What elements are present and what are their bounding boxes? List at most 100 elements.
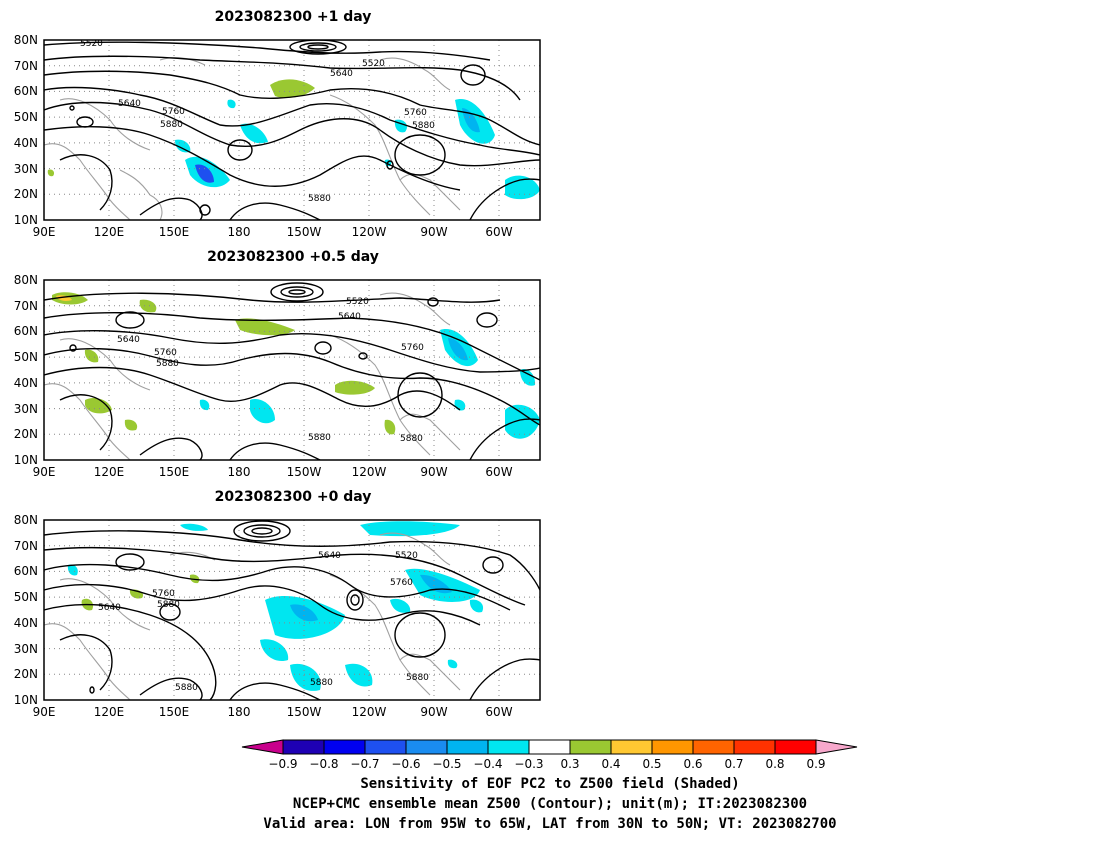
map-frame [43,519,541,701]
lat-tick: 10N [14,453,38,467]
colorbar-tick: −0.9 [268,757,297,771]
lon-tick: 150W [287,465,322,479]
colorbar-segment [774,739,817,755]
lat-tick: 40N [14,376,38,390]
lon-tick: 90W [420,705,447,719]
lon-tick: 180 [228,225,251,239]
lon-tick: 150E [159,465,190,479]
map-field: 5520 5640 5640 5760 5880 5760 5880 5880 [44,280,540,460]
contour-label: 5880 [175,683,198,693]
lat-tick: 10N [14,213,38,227]
lon-tick: 120W [352,465,387,479]
colorbar-segment [364,739,407,755]
colorbar-tick: 0.5 [642,757,661,771]
lat-tick: 80N [14,33,38,47]
contour-label: 5760 [401,343,424,353]
contour-label: 5880 [160,120,183,130]
lon-tick: 90E [33,465,56,479]
colorbar-tick: 0.9 [806,757,825,771]
lon-tick: 90W [420,465,447,479]
lon-tick: 60W [485,225,512,239]
contour-label: 5880 [157,600,180,610]
contour-label: 5640 [98,603,121,613]
lon-tick: 150E [159,705,190,719]
lat-tick: 60N [14,324,38,338]
lon-axis: 90E 120E 150E 180 150W 120W 90W 60W [33,225,513,239]
colorbar-high-triangle [815,739,858,755]
lat-tick: 50N [14,110,38,124]
map-panel-plus-0.5-day: 2023082300 +0.5 day [14,249,541,479]
contour-label: 5520 [80,39,103,49]
contour-label: 5880 [406,673,429,683]
contour-label: 5760 [404,108,427,118]
lon-tick: 150W [287,705,322,719]
colorbar-tick: 0.6 [683,757,702,771]
colorbar-segment [610,739,653,755]
lon-tick: 180 [228,705,251,719]
lon-tick: 120E [94,225,125,239]
contour-label: 5760 [162,107,185,117]
colorbar-tick: −0.5 [432,757,461,771]
colorbar-tick: −0.4 [473,757,502,771]
contour-labels: 5520 5640 5520 5640 5760 5880 5760 5880 … [80,39,435,204]
contour-label: 5640 [117,335,140,345]
graticule [44,280,540,460]
colorbar-tick: −0.8 [309,757,338,771]
contour-label: 5760 [390,578,413,588]
colorbar-segment [446,739,489,755]
colorbar-segment [733,739,776,755]
lat-tick: 40N [14,136,38,150]
map-frame [43,279,541,461]
lon-tick: 90W [420,225,447,239]
colorbar-tick: 0.7 [724,757,743,771]
colorbar-segment [487,739,530,755]
z500-contours [44,282,540,460]
lon-tick: 60W [485,465,512,479]
sensitivity-shading [52,292,540,439]
contour-label: 5520 [395,551,418,561]
lon-tick: 120W [352,225,387,239]
lon-tick: 150E [159,225,190,239]
lat-tick: 60N [14,84,38,98]
contour-label: 5880 [308,194,331,204]
colorbar-segment [651,739,694,755]
contour-labels: 5640 5520 5760 5640 5760 5880 5880 5880 … [98,551,429,693]
lat-axis: 80N 70N 60N 50N 40N 30N 20N 10N [14,33,38,227]
contour-label: 5640 [338,312,361,322]
contour-label: 5760 [152,589,175,599]
lon-axis: 90E 120E 150E 180 150W 120W 90W 60W [33,705,513,719]
colorbar-tick: −0.6 [391,757,420,771]
lon-tick: 120E [94,465,125,479]
contour-label: 5760 [154,348,177,358]
contour-label: 5880 [308,433,331,443]
coastlines [44,292,461,460]
lon-tick: 90E [33,225,56,239]
contour-label: 5520 [346,297,369,307]
lat-tick: 80N [14,273,38,287]
lat-tick: 20N [14,187,38,201]
contour-label: 5640 [118,99,141,109]
panel-title: 2023082300 +1 day [215,9,372,25]
lat-tick: 20N [14,667,38,681]
lon-tick: 90E [33,705,56,719]
panel-title: 2023082300 +0 day [215,489,372,505]
lat-tick: 30N [14,162,38,176]
lat-tick: 40N [14,616,38,630]
colorbar-tick: −0.7 [350,757,379,771]
lat-tick: 50N [14,350,38,364]
contour-label: 5880 [156,359,179,369]
lat-tick: 60N [14,564,38,578]
lat-tick: 70N [14,299,38,313]
z500-contours [44,40,540,220]
lat-axis: 80N 70N 60N 50N 40N 30N 20N 10N [14,273,38,467]
lon-tick: 150W [287,225,322,239]
contour-label: 5880 [412,121,435,131]
contour-labels: 5520 5640 5640 5760 5880 5760 5880 5880 [117,297,424,444]
graticule [44,40,540,220]
lon-tick: 180 [228,465,251,479]
panel-title: 2023082300 +0.5 day [207,249,379,265]
caption-line-2: NCEP+CMC ensemble mean Z500 (Contour); u… [292,796,808,812]
lat-tick: 20N [14,427,38,441]
colorbar-tick: 0.3 [560,757,579,771]
contour-label: 5880 [400,434,423,444]
